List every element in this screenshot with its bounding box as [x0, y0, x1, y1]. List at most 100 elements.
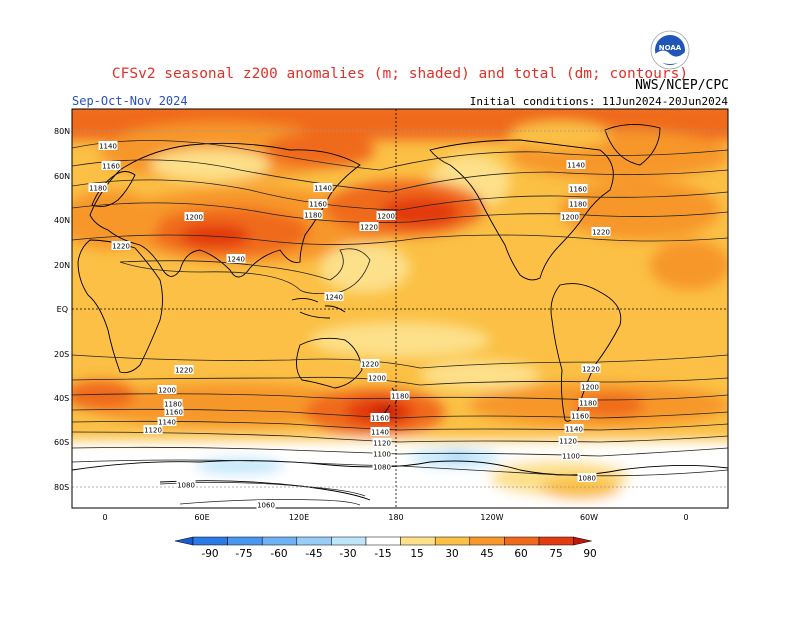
contour-label: 1200	[581, 384, 599, 392]
contour-label-bg	[577, 473, 597, 482]
lon-label-180: 180	[388, 513, 404, 522]
contour-label-bg	[143, 425, 163, 434]
map-frame	[71, 108, 729, 509]
contour-label: 1140	[314, 185, 332, 193]
colorbar-value: 60	[514, 548, 528, 560]
lat-label-80n: 80N	[54, 127, 71, 136]
contour-label: 1140	[371, 429, 389, 437]
contour-label: 1160	[309, 201, 327, 209]
colorbar-swatch	[192, 536, 228, 546]
contour-label-bg	[360, 359, 380, 368]
contour-label-bg	[558, 436, 578, 445]
contour-label-bg	[561, 451, 581, 460]
contour-label: 1080	[373, 464, 391, 472]
contour-label-bg	[580, 382, 600, 391]
colorbar-value: -45	[305, 548, 323, 560]
contour-label: 1220	[582, 366, 600, 374]
lat-label-60s: 60S	[54, 438, 70, 447]
contour-label-bg	[98, 141, 118, 150]
contour-label: 1180	[164, 401, 182, 409]
lat-label-20n: 20N	[54, 261, 71, 270]
colorbar-swatch	[400, 536, 436, 546]
contour-label: 1100	[373, 451, 391, 459]
contour-label: 1160	[569, 186, 587, 194]
contour-label: 1180	[89, 185, 107, 193]
colorbar-value: -60	[270, 548, 288, 560]
lon-label-120e: 120E	[288, 513, 310, 522]
lat-label-20s: 20S	[54, 350, 70, 359]
colorbar-value: -90	[201, 548, 219, 560]
colorbar-swatch	[365, 536, 401, 546]
contour-label: 1160	[102, 163, 120, 171]
contour-label: 1240	[325, 294, 343, 302]
lat-label-40n: 40N	[54, 216, 71, 225]
contour-label: 1200	[561, 214, 579, 222]
contour-label-bg	[88, 183, 108, 192]
contour-label: 1140	[99, 143, 117, 151]
contour-label: 1180	[579, 400, 597, 408]
colorbar-swatch	[504, 536, 540, 546]
colorbar-swatch	[469, 536, 505, 546]
contour-label-bg	[578, 398, 598, 407]
colorbar-value: 75	[549, 548, 563, 560]
contour-label: 1220	[592, 229, 610, 237]
colorbar-swatch	[227, 536, 263, 546]
shaded-anomalies	[72, 109, 728, 508]
contour-label-bg	[111, 241, 131, 250]
contour-label: 1220	[360, 224, 378, 232]
lon-label-60w: 60W	[579, 513, 599, 522]
lon-label-0: 0	[102, 513, 108, 522]
lon-label-0-east: 0	[683, 513, 689, 522]
contour-label-bg	[176, 480, 196, 489]
colorbar-swatch	[538, 536, 574, 546]
colorbar-value: 45	[480, 548, 494, 560]
contour-label-bg	[568, 199, 588, 208]
contour-label-bg	[570, 411, 590, 420]
contour-label: 1140	[158, 419, 176, 427]
contour-label-bg	[174, 365, 194, 374]
colorbar-right-arrow	[573, 536, 592, 546]
contour-label: 1080	[177, 482, 195, 490]
contour-label: 1220	[361, 361, 379, 369]
contour-label: 1100	[562, 453, 580, 461]
lon-label-60e: 60E	[194, 513, 210, 522]
contour-label-bg	[367, 373, 387, 382]
contour-label: 1180	[304, 212, 322, 220]
colorbar-value: 15	[410, 548, 424, 560]
noaa-logo-text: NOAA	[659, 44, 682, 52]
contour-label-bg	[163, 399, 183, 408]
colorbar-swatch	[296, 536, 332, 546]
contour-label-bg	[581, 364, 601, 373]
contour-label-bg	[370, 427, 390, 436]
height-contours	[72, 140, 728, 506]
colorbar-swatch	[261, 536, 298, 546]
colorbar-value: -15	[374, 548, 392, 560]
contour-label: 1160	[571, 413, 589, 421]
contour-label-bg	[157, 385, 177, 394]
colorbar-swatch	[434, 536, 471, 546]
contour-label: 1120	[559, 438, 577, 446]
contour-label: 1120	[144, 427, 162, 435]
contour-label-bg	[390, 391, 410, 400]
colorbar-value: -30	[339, 548, 357, 560]
lat-label-60n: 60N	[54, 172, 71, 181]
contour-label: 1140	[567, 162, 585, 170]
contour-label-bg	[226, 254, 246, 263]
season-label: Sep-Oct-Nov 2024	[72, 94, 188, 108]
lat-label-40s: 40S	[54, 394, 70, 403]
contour-label: 1160	[165, 409, 183, 417]
contour-label-bg	[370, 413, 390, 422]
contour-label: 1180	[391, 393, 409, 401]
lon-label-120w: 120W	[480, 513, 504, 522]
organization-label: NWS/NCEP/CPC	[635, 78, 729, 93]
contour-label-bg	[324, 292, 344, 301]
contour-label: 1220	[175, 367, 193, 375]
contour-label: 1140	[565, 426, 583, 434]
contour-label-bg	[313, 183, 333, 192]
contour-label-bg	[372, 462, 392, 471]
contour-label-bg	[359, 222, 379, 231]
colorbar-value: 90	[583, 548, 597, 560]
contour-label: 1080	[578, 475, 596, 483]
contour-label: 1200	[368, 375, 386, 383]
